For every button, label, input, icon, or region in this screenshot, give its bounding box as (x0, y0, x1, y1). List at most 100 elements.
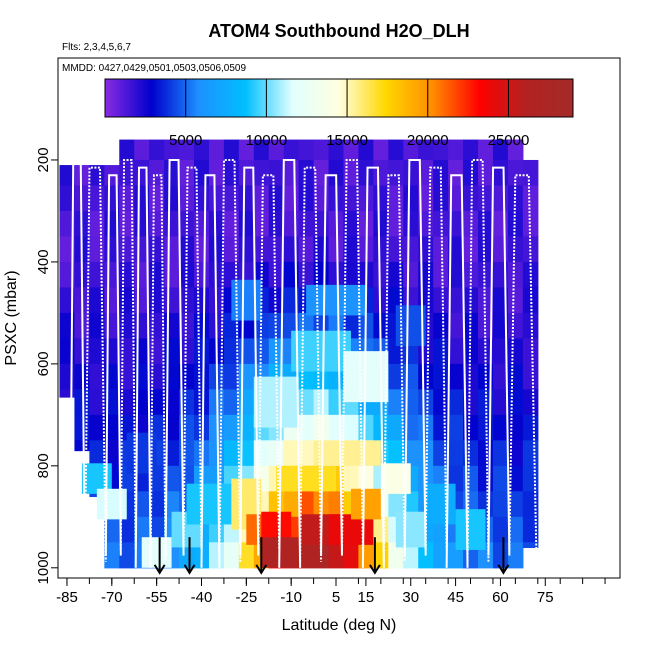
heatmap-cell (223, 159, 240, 187)
heatmap-cell (478, 139, 494, 161)
colorbar-tick-label: 5000 (169, 132, 202, 149)
heatmap-cell (313, 389, 330, 416)
heatmap-cell (388, 139, 404, 161)
heatmap-cell (492, 440, 509, 467)
heatmap-cell (492, 389, 509, 416)
x-tick-label: -70 (101, 589, 123, 606)
heatmap-feature (425, 483, 456, 525)
heatmap-cell (433, 363, 449, 390)
heatmap-cell (179, 210, 195, 238)
heatmap-cell (478, 210, 494, 238)
heatmap-cell (343, 236, 360, 263)
heatmap-feature (350, 488, 381, 520)
heatmap-cell (403, 440, 419, 467)
heatmap-cell (164, 236, 180, 263)
heatmap-cell (448, 210, 464, 238)
heatmap-cell (74, 185, 90, 212)
heatmap-cell (194, 414, 210, 441)
heatmap-cell (343, 210, 360, 238)
heatmap-cell (403, 159, 419, 187)
heatmap-cell (373, 210, 389, 238)
heatmap-cell (179, 389, 195, 416)
flight-profile-line (299, 166, 323, 562)
heatmap-cell (283, 185, 300, 212)
heatmap-cell (313, 414, 330, 441)
heatmap-cell (492, 414, 509, 441)
flight-profile-line (164, 158, 185, 556)
flight-profile-line (104, 174, 122, 556)
heatmap-cell (492, 236, 509, 263)
heatmap-cell (283, 139, 300, 161)
heatmap-cell (463, 440, 479, 467)
heatmap-cell (358, 542, 374, 569)
heatmap-feature (395, 511, 426, 548)
heatmap-cell (448, 139, 464, 161)
heatmap-cell (283, 440, 300, 467)
heatmap-cell (343, 139, 360, 161)
flight-arrows (153, 537, 510, 575)
heatmap-cell (478, 185, 494, 212)
flight-profile-line (403, 158, 427, 556)
heatmap-cell (208, 236, 225, 263)
heatmap-feature (96, 488, 127, 520)
heatmap-cell (238, 159, 255, 187)
arrow-head (153, 564, 166, 575)
x-axis: -85 -70 -55 -40 -25 -10 5 15 30 45 60 75 (56, 578, 606, 606)
heatmap-cell (433, 139, 449, 161)
heatmap-cell (253, 210, 270, 238)
heatmap-cell (89, 261, 105, 289)
heatmap-cell (373, 261, 389, 289)
heatmap-cell (238, 414, 255, 441)
heatmap-cell (373, 542, 389, 569)
flight-profile-line (149, 174, 167, 562)
heatmap-cell (149, 516, 165, 543)
heatmap-cell (164, 414, 180, 441)
heatmap-cell (164, 312, 180, 339)
heatmap-cell (522, 440, 539, 467)
heatmap-cell (388, 159, 404, 187)
heatmap-cell (298, 159, 315, 187)
flight-profile-line (508, 174, 538, 550)
heatmap-cell (492, 491, 509, 518)
heatmap-cell (478, 159, 494, 187)
heatmap-cell (253, 338, 270, 365)
heatmap-cell (89, 210, 105, 238)
x-tick-label: 45 (447, 589, 464, 606)
y-tick-label: 200 (35, 147, 52, 172)
heatmap-cell (507, 159, 524, 187)
heatmap-cell (507, 363, 524, 390)
heatmap-cell (268, 440, 285, 467)
heatmap-cell (149, 363, 165, 390)
heatmap-cell (448, 440, 464, 467)
heatmap-cell (507, 465, 524, 492)
heatmap-cell (164, 139, 180, 161)
heatmap-cell (403, 491, 419, 518)
heatmap-cell (507, 210, 524, 238)
heatmap-cell (522, 338, 539, 365)
heatmap-cell (89, 312, 105, 339)
x-tick-label: -10 (280, 589, 302, 606)
heatmap-cell (448, 236, 464, 263)
heatmap-cell (119, 542, 135, 569)
heatmap-cell (268, 185, 285, 212)
heatmap-cell (492, 210, 509, 238)
heatmap-cell (448, 363, 464, 390)
heatmap-cell (179, 139, 195, 161)
heatmap-cell (418, 389, 434, 416)
flight-profile-line (134, 166, 152, 568)
heatmap-cell (194, 236, 210, 263)
heatmap-cell (208, 139, 225, 161)
heatmap-cell (343, 414, 360, 441)
heatmap-cell (507, 236, 524, 263)
heatmap-cell (343, 542, 360, 569)
heatmap-cell (134, 139, 150, 161)
heatmap-cell (448, 389, 464, 416)
heatmap-cell (448, 287, 464, 314)
x-tick-label: -40 (191, 589, 213, 606)
flight-profile-line (68, 158, 86, 568)
heatmap-cell (194, 338, 210, 365)
heatmap-cell (134, 516, 150, 543)
heatmap-cell (179, 236, 195, 263)
heatmap-cell (283, 159, 300, 187)
heatmap-feature (276, 465, 337, 492)
